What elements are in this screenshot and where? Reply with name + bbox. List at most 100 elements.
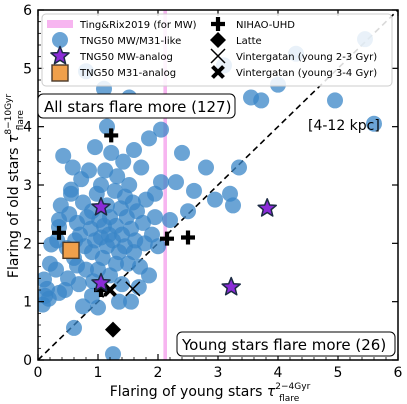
point-tng xyxy=(150,238,166,255)
legend-box xyxy=(41,13,393,87)
x-axis-label: Flaring of young stars τ2−4Gyr flare xyxy=(110,382,311,404)
point-tng xyxy=(198,159,214,176)
axis-ticks: 0 1 2 3 4 5 6 0 1 2 3 4 5 6 xyxy=(23,3,402,381)
data-points xyxy=(38,31,382,360)
point-latte xyxy=(105,321,121,338)
legend-label-tng: TNG50 MW/M31-like xyxy=(79,36,181,47)
point-tng xyxy=(93,177,109,193)
y-tick-label: 6 xyxy=(23,3,32,19)
legend-swatch-vint23 xyxy=(210,48,226,64)
point-tng xyxy=(153,121,169,138)
y-axis-label: Flaring of old stars τ8−10Gyr flare xyxy=(4,94,26,278)
point-mw_analog xyxy=(91,196,111,216)
y-tick-label: 1 xyxy=(23,295,32,311)
point-tng xyxy=(130,279,147,296)
point-mw_analog xyxy=(257,198,277,217)
point-tng xyxy=(66,319,82,336)
point-tng xyxy=(75,298,91,315)
point-tng xyxy=(69,257,85,274)
point-tng xyxy=(141,267,157,284)
point-tng xyxy=(126,142,142,158)
point-tng xyxy=(123,293,139,310)
point-tng xyxy=(64,159,81,176)
point-tng xyxy=(153,174,169,191)
point-mw_analog xyxy=(91,272,111,292)
x-tick-label: 0 xyxy=(34,365,43,381)
series-tng xyxy=(38,31,382,360)
legend-swatch-m31-analog xyxy=(51,64,69,82)
y-tick-label: 3 xyxy=(23,178,32,194)
series-mw_analog xyxy=(91,196,277,296)
legend-swatch-band xyxy=(47,20,73,28)
point-tng xyxy=(109,168,126,185)
series-vint23 xyxy=(125,281,141,297)
x-tick-label: 6 xyxy=(394,365,403,381)
point-m31_analog xyxy=(62,241,80,260)
point-tng xyxy=(126,244,142,261)
point-vint23 xyxy=(125,281,141,297)
x-tick-label: 4 xyxy=(274,365,283,381)
point-tng xyxy=(327,92,343,109)
legend-swatch-latte xyxy=(210,32,226,48)
point-tng xyxy=(222,185,238,202)
point-mw_analog xyxy=(221,276,241,296)
y-tick-label: 2 xyxy=(23,236,32,252)
point-tng xyxy=(186,182,202,199)
legend-label-m31_analog: TNG50 M31-analog xyxy=(79,68,176,79)
annotation-top-left: All stars flare more (127) xyxy=(44,98,231,116)
legend: Ting&Rix2019 (for MW) TNG50 MW/M31-like TN… xyxy=(47,17,377,82)
point-tng xyxy=(63,185,79,202)
point-tng xyxy=(253,92,270,109)
point-tng xyxy=(141,130,157,147)
annotation-bottom-right: Young stars flare more (26) xyxy=(181,336,386,354)
point-tng xyxy=(135,214,151,231)
legend-label-vint23: Vintergatan (young 2-3 Gyr) xyxy=(236,52,377,63)
point-vint34 xyxy=(103,283,117,297)
point-tng xyxy=(111,293,127,310)
point-tng xyxy=(207,191,223,208)
legend-swatch-nihao xyxy=(211,17,225,31)
y-tick-label: 0 xyxy=(23,353,32,369)
x-tick-label: 1 xyxy=(94,365,103,381)
point-tng xyxy=(103,144,120,161)
point-tng xyxy=(180,203,196,220)
point-tng xyxy=(70,276,87,293)
series-latte xyxy=(105,321,121,338)
point-tng xyxy=(51,212,67,228)
y-tick-label: 4 xyxy=(23,120,32,136)
point-tng xyxy=(231,159,247,176)
point-nihao xyxy=(181,230,195,245)
point-tng xyxy=(147,209,163,226)
x-tick-label: 5 xyxy=(334,365,343,381)
point-tng xyxy=(81,162,97,179)
point-nihao xyxy=(52,225,66,240)
legend-swatch-vint34 xyxy=(211,65,225,79)
legend-label-vint34: Vintergatan (young 3-4 Gyr) xyxy=(236,68,377,79)
legend-swatch-mw-analog xyxy=(50,45,70,65)
annotation-box-top-left xyxy=(37,93,236,119)
point-tng xyxy=(38,271,52,288)
y-tick-label: 5 xyxy=(23,61,32,77)
series-m31_analog xyxy=(62,241,80,260)
legend-label-nihao: NIHAO-UHD xyxy=(236,20,295,31)
point-tng xyxy=(168,174,184,191)
point-tng xyxy=(366,115,382,132)
x-tick-label: 3 xyxy=(214,365,223,381)
legend-label-band: Ting&Rix2019 (for MW) xyxy=(79,20,197,31)
annotation-radius: [4-12 kpc] xyxy=(308,118,380,134)
point-tng xyxy=(51,284,67,301)
point-tng xyxy=(105,346,121,360)
point-tng xyxy=(121,177,138,193)
legend-swatch-tng xyxy=(52,32,68,48)
point-tng xyxy=(114,276,130,293)
annotation-box-bottom-right xyxy=(176,331,396,357)
series-vint34 xyxy=(103,283,117,297)
legend-label-mw_analog: TNG50 MW-analog xyxy=(79,52,173,63)
x-tick-label: 2 xyxy=(154,365,163,381)
point-nihao xyxy=(160,231,174,246)
point-tng xyxy=(48,261,64,278)
point-tng xyxy=(174,144,190,161)
point-tng xyxy=(97,162,114,179)
legend-label-latte: Latte xyxy=(236,36,262,47)
point-tng xyxy=(162,212,178,228)
